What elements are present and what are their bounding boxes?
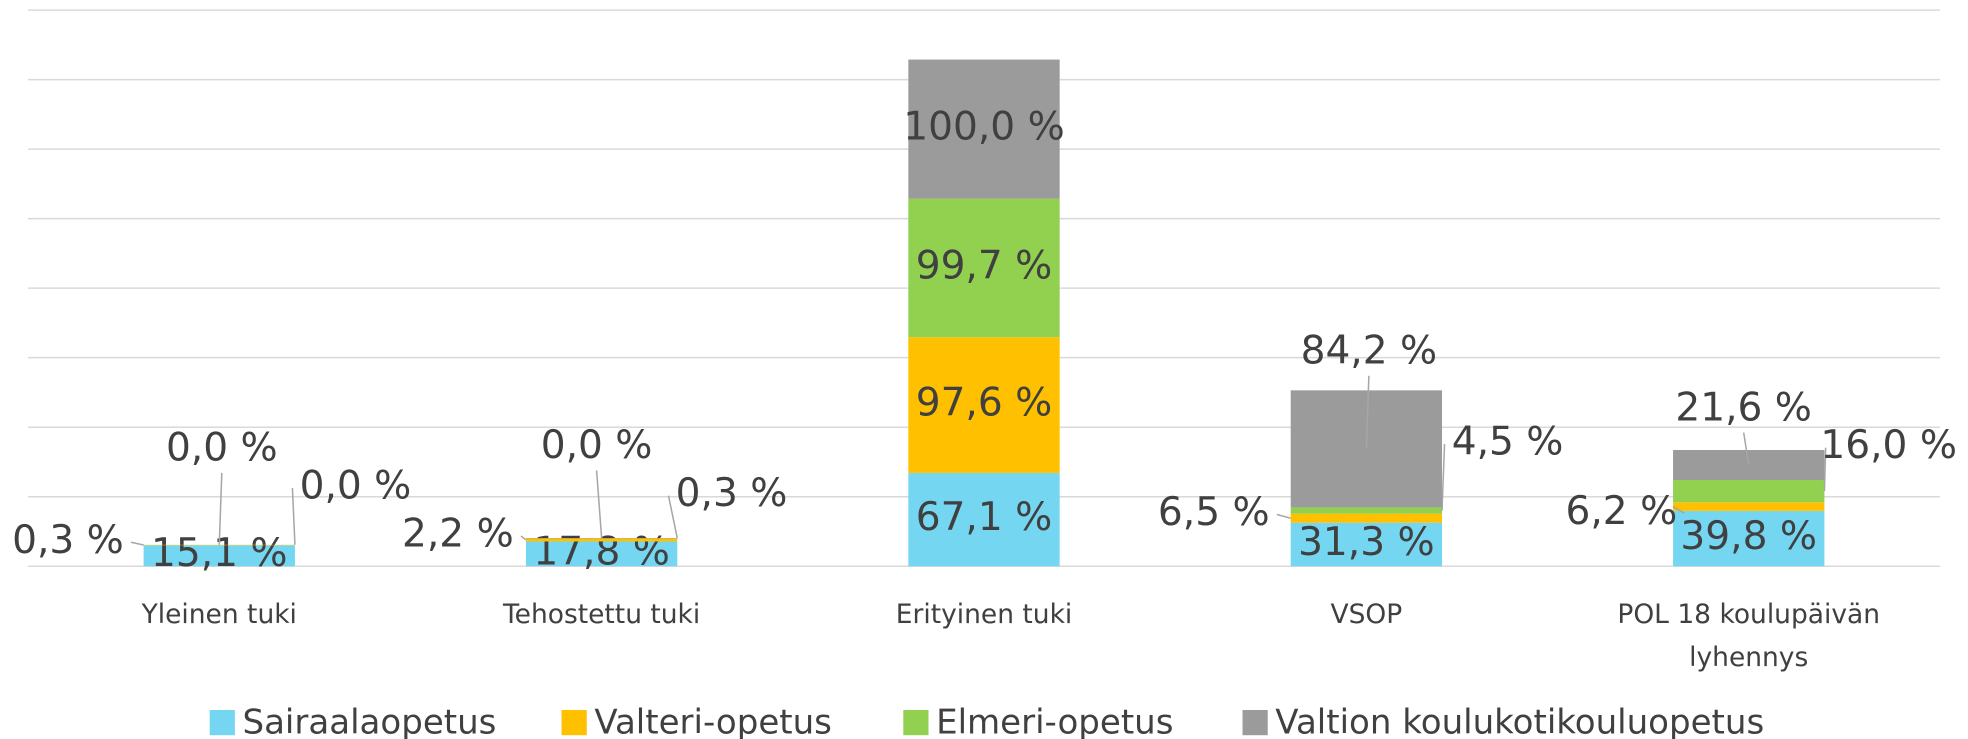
legend-swatch xyxy=(1242,709,1268,736)
leader-line xyxy=(1672,505,1685,514)
data-label: 0,0 % xyxy=(300,464,412,509)
x-label-box: Yleinen tuki xyxy=(141,599,297,630)
data-label: 0,0 % xyxy=(541,423,653,468)
x-label-box: VSOP xyxy=(1330,599,1403,630)
legend-label: Valteri-opetus xyxy=(594,702,832,739)
bar-segment xyxy=(1290,522,1443,567)
bar-segment xyxy=(908,337,1060,473)
data-label: 100,0 % xyxy=(903,105,1064,150)
leader-line xyxy=(1276,513,1291,519)
x-label-box: Erityinen tuki xyxy=(895,599,1073,630)
bar-segment xyxy=(908,59,1060,199)
leader-line xyxy=(218,472,223,545)
data-label: 6,2 % xyxy=(1566,489,1678,534)
legend-swatch xyxy=(903,709,929,736)
x-tick-label: Erityinen tuki xyxy=(895,599,1073,630)
bar-segment xyxy=(1290,507,1443,514)
data-label: 99,7 % xyxy=(916,243,1053,288)
data-label: 6,5 % xyxy=(1158,490,1270,535)
data-label: 84,2 % xyxy=(1301,329,1438,374)
bar-segment xyxy=(143,545,295,567)
bar-segment xyxy=(525,541,678,567)
leader-line xyxy=(595,470,603,539)
bar-segment xyxy=(1673,502,1825,511)
x-tick-label: POL 18 koulupäivän lyhennys xyxy=(1617,599,1881,673)
leader-line xyxy=(667,495,679,539)
data-label: 21,6 % xyxy=(1675,385,1812,430)
legend-swatch xyxy=(209,709,235,736)
data-label: 4,5 % xyxy=(1452,419,1564,464)
leader-line xyxy=(291,488,296,545)
x-label-box: POL 18 koulupäivän lyhennys xyxy=(1617,599,1881,673)
leader-line xyxy=(1742,432,1750,466)
data-label: 97,6 % xyxy=(916,381,1053,426)
x-tick-label: VSOP xyxy=(1330,599,1403,630)
leader-line xyxy=(520,535,527,541)
legend-label: Elmeri-opetus xyxy=(936,702,1173,739)
legend-label: Valtion koulukotikouluopetus xyxy=(1275,702,1764,739)
data-label: 39,8 % xyxy=(1680,514,1817,559)
data-label: 16,0 % xyxy=(1820,423,1957,468)
bar-segment xyxy=(1673,480,1825,503)
bar-segment xyxy=(908,472,1060,567)
x-label-box: Tehostettu tuki xyxy=(502,599,701,630)
x-tick-label: Yleinen tuki xyxy=(141,599,297,630)
x-tick-label: Tehostettu tuki xyxy=(502,599,701,630)
data-label: 2,2 % xyxy=(402,511,514,556)
leader-line xyxy=(130,541,144,546)
leader-line xyxy=(1441,443,1446,511)
bar-segment xyxy=(1290,513,1443,523)
data-label: 0,0 % xyxy=(166,426,278,471)
legend-swatch xyxy=(561,709,587,736)
data-label: 0,3 % xyxy=(12,518,124,563)
leader-line xyxy=(1823,447,1827,492)
data-label: 67,1 % xyxy=(916,495,1053,540)
bar-segment xyxy=(525,538,678,542)
data-label: 0,3 % xyxy=(676,471,788,516)
legend-label: Sairaalaopetus xyxy=(242,702,496,739)
data-label: 31,3 % xyxy=(1298,520,1435,565)
bar-segment xyxy=(908,198,1060,338)
leader-line xyxy=(1365,375,1370,449)
bar-segment xyxy=(1673,510,1825,567)
